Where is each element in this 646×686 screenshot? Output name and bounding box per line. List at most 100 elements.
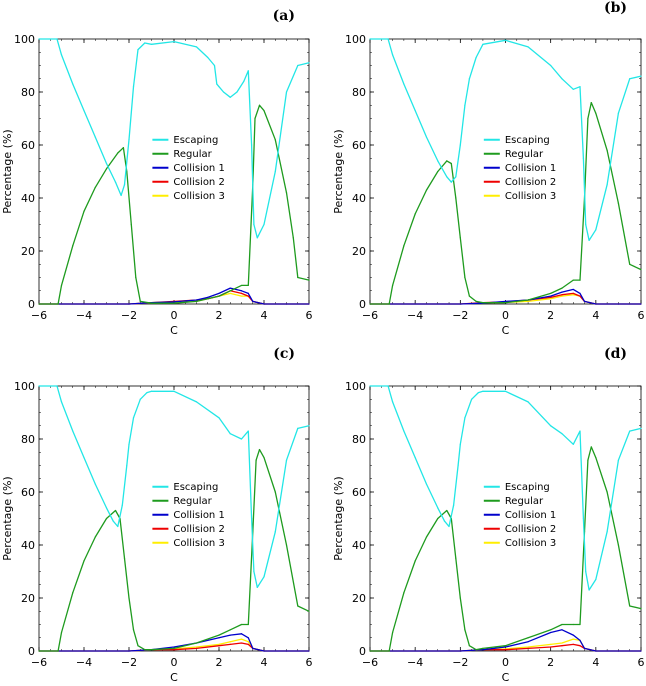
legend-label: Collision 2 xyxy=(173,524,224,535)
data-point-regular xyxy=(561,287,563,289)
data-point-collision-3 xyxy=(572,638,574,640)
data-point-escaping xyxy=(253,223,255,226)
data-point-regular xyxy=(414,213,416,215)
data-point-collision-2 xyxy=(561,294,563,296)
data-point-collision-1 xyxy=(595,650,597,652)
data-point-collision-1 xyxy=(128,303,130,305)
y-tick-label: 100 xyxy=(14,33,35,46)
x-tick-label: −6 xyxy=(31,656,47,669)
data-point-regular xyxy=(437,517,439,520)
data-point-escaping xyxy=(132,417,135,419)
data-point-escaping xyxy=(150,43,153,45)
data-point-regular xyxy=(263,456,265,459)
data-point-escaping xyxy=(150,390,153,392)
data-point-regular xyxy=(446,509,448,512)
data-point-collision-1 xyxy=(640,650,642,652)
data-point-regular xyxy=(247,284,249,287)
data-point-regular xyxy=(425,536,428,538)
data-point-collision-2 xyxy=(240,642,243,644)
data-point-escaping xyxy=(464,104,466,106)
data-point-regular xyxy=(258,449,261,451)
data-point-escaping xyxy=(391,54,394,56)
data-point-escaping xyxy=(285,91,288,93)
data-point-escaping xyxy=(297,64,299,67)
data-point-escaping xyxy=(527,401,529,403)
data-point-collision-2 xyxy=(561,645,563,647)
data-point-regular xyxy=(437,170,439,173)
data-point-escaping xyxy=(504,390,507,392)
data-point-regular xyxy=(527,637,529,639)
y-tick-label: 0 xyxy=(28,298,35,311)
data-point-collision-1 xyxy=(640,303,642,305)
data-point-regular xyxy=(274,491,276,493)
data-point-regular xyxy=(123,557,126,559)
data-point-escaping xyxy=(274,170,276,173)
data-point-regular xyxy=(94,536,96,538)
data-point-escaping xyxy=(253,570,255,573)
x-tick-label: −2 xyxy=(121,656,137,669)
data-point-regular xyxy=(464,276,466,279)
data-point-escaping xyxy=(595,229,597,231)
data-point-collision-1 xyxy=(504,646,507,648)
x-tick-label: 2 xyxy=(216,656,223,669)
data-point-regular xyxy=(308,279,310,281)
y-tick-label: 0 xyxy=(28,645,35,658)
data-point-escaping xyxy=(105,507,108,509)
data-point-escaping xyxy=(437,507,439,509)
data-point-escaping xyxy=(369,385,371,387)
data-point-regular xyxy=(144,649,146,651)
data-point-collision-1 xyxy=(572,288,574,291)
data-point-escaping xyxy=(263,576,265,578)
y-tick-label: 0 xyxy=(359,645,366,658)
data-point-escaping xyxy=(482,390,484,392)
legend-label: Collision 3 xyxy=(173,191,224,202)
series-line-escaping xyxy=(39,38,310,239)
data-point-escaping xyxy=(475,56,477,59)
data-point-escaping xyxy=(464,417,466,419)
legend-label: Collision 3 xyxy=(173,538,224,549)
series-line-escaping xyxy=(39,385,310,589)
data-point-escaping xyxy=(229,96,231,98)
y-axis-title: Percentage (%) xyxy=(1,476,14,560)
data-point-collision-3 xyxy=(229,292,231,294)
x-tick-label: 0 xyxy=(171,656,178,669)
data-point-escaping xyxy=(452,504,455,506)
data-point-escaping xyxy=(263,223,265,226)
data-point-collision-2 xyxy=(550,296,552,298)
data-point-regular xyxy=(247,623,249,626)
data-point-escaping xyxy=(527,46,529,48)
data-point-collision-1 xyxy=(595,303,597,305)
data-point-collision-1 xyxy=(561,629,563,631)
series-line-escaping xyxy=(370,385,642,591)
data-point-collision-2 xyxy=(572,643,574,645)
data-point-escaping xyxy=(448,525,450,528)
legend-label: Collision 3 xyxy=(505,191,556,202)
x-axis-title: C xyxy=(502,671,510,684)
data-point-regular xyxy=(150,302,153,304)
data-point-escaping xyxy=(251,144,253,146)
data-point-escaping xyxy=(297,427,299,429)
x-axis-title: C xyxy=(170,671,178,684)
data-point-regular xyxy=(38,303,40,305)
data-point-collision-1 xyxy=(285,650,288,652)
data-point-escaping xyxy=(459,144,461,146)
data-point-collision-3 xyxy=(550,643,552,645)
data-point-collision-1 xyxy=(229,634,231,636)
x-tick-label: 2 xyxy=(216,309,223,322)
data-point-escaping xyxy=(572,88,574,90)
x-tick-label: −4 xyxy=(407,309,423,322)
data-point-escaping xyxy=(94,136,96,138)
data-point-regular xyxy=(173,302,175,304)
data-point-regular xyxy=(617,544,620,546)
data-point-collision-2 xyxy=(579,295,581,297)
data-point-escaping xyxy=(144,42,146,44)
data-point-escaping xyxy=(173,41,175,43)
x-tick-label: 4 xyxy=(261,309,268,322)
data-point-escaping xyxy=(459,443,461,445)
data-point-regular xyxy=(285,192,288,194)
x-axis-title: C xyxy=(502,324,510,337)
data-point-regular xyxy=(414,560,416,562)
data-point-escaping xyxy=(561,78,563,80)
